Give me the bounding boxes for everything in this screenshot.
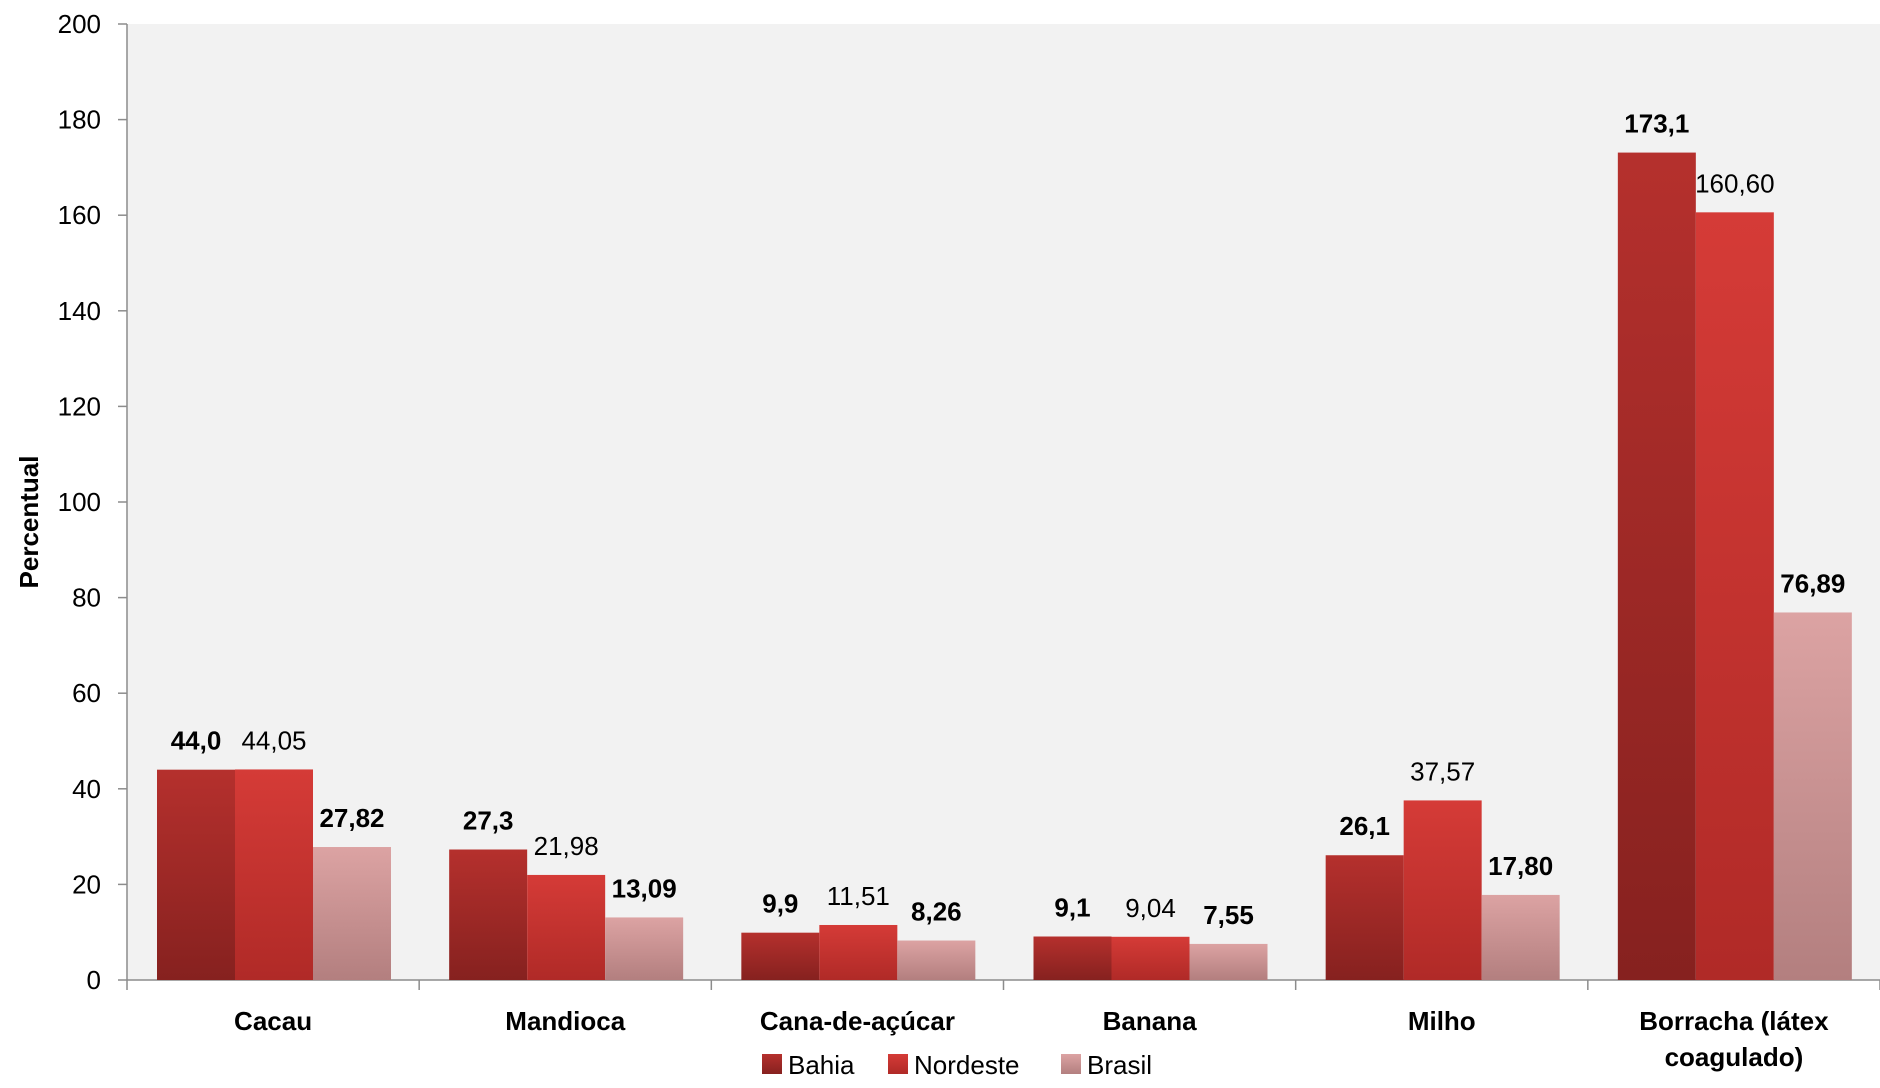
bar-brasil-0 <box>313 847 391 980</box>
legend-label: Brasil <box>1087 1050 1152 1080</box>
legend-swatch <box>888 1054 908 1074</box>
legend-label: Bahia <box>788 1050 855 1080</box>
data-label: 27,3 <box>463 806 514 836</box>
bar-bahia-0 <box>157 769 235 980</box>
data-label: 44,05 <box>241 725 306 755</box>
x-tick-label: Banana <box>1103 1006 1197 1036</box>
y-tick-label: 160 <box>58 200 101 230</box>
bar-nordeste-1 <box>527 874 606 980</box>
x-tick-label: Mandioca <box>505 1006 625 1036</box>
data-label: 173,1 <box>1624 109 1689 139</box>
y-tick-label: 0 <box>87 965 101 995</box>
y-tick-label: 200 <box>58 9 101 39</box>
bar-nordeste-4 <box>1403 800 1482 980</box>
bar-nordeste-2 <box>819 924 898 980</box>
x-tick-label: Cacau <box>234 1006 312 1036</box>
legend-label: Nordeste <box>914 1050 1020 1080</box>
data-label: 13,09 <box>612 873 677 903</box>
data-label: 9,04 <box>1125 893 1176 923</box>
legend: Bahia Nordeste Brasil <box>762 1050 1152 1080</box>
bar-bahia-5 <box>1617 152 1696 980</box>
data-label: 8,26 <box>911 897 962 927</box>
bar-nordeste-5 <box>1695 212 1774 980</box>
y-tick-label: 20 <box>72 869 101 899</box>
value-labels: 44,0 27,3 9,9 9,1 26,1 173,1 44,05 21,98 11,51 9,… <box>171 109 1846 930</box>
x-tick-label: Borracha (látex coagulado) <box>1639 1006 1829 1072</box>
data-label: 21,98 <box>534 831 599 861</box>
y-tick-label: 100 <box>58 487 101 517</box>
y-tick-label: 120 <box>58 391 101 421</box>
legend-swatch <box>1061 1054 1081 1074</box>
bar-brasil-5 <box>1773 612 1852 980</box>
data-label: 37,57 <box>1410 756 1475 786</box>
bar-brasil-4 <box>1481 894 1560 980</box>
y-axis-title: Percentual <box>14 456 44 589</box>
data-label: 17,80 <box>1488 851 1553 881</box>
bar-brasil-2 <box>897 940 976 980</box>
x-tick-label: Milho <box>1408 1006 1476 1036</box>
data-label: 44,0 <box>171 726 222 756</box>
x-tick-label: Cana-de-açúcar <box>760 1006 955 1036</box>
data-label: 7,55 <box>1203 900 1254 930</box>
bar-brasil-3 <box>1189 943 1268 980</box>
bars <box>157 152 1852 980</box>
y-tick-label: 140 <box>58 296 101 326</box>
bar-bahia-4 <box>1325 855 1404 980</box>
data-label: 11,51 <box>827 881 890 911</box>
plot-background <box>127 24 1880 980</box>
data-label: 26,1 <box>1339 811 1390 841</box>
data-label: 160,60 <box>1695 168 1775 198</box>
legend-swatch <box>762 1054 782 1074</box>
data-label: 27,82 <box>319 803 384 833</box>
y-tick-label: 80 <box>72 583 101 613</box>
y-tick-label: 60 <box>72 678 101 708</box>
x-axis: Cacau Mandioca Cana-de-açúcar Banana Milho Bo… <box>126 979 1880 1072</box>
data-label: 9,1 <box>1054 893 1090 923</box>
bar-bahia-2 <box>741 932 820 980</box>
bar-brasil-1 <box>605 917 684 980</box>
y-axis: 0 20 40 60 80 100 120 140 160 180 200 <box>58 9 128 995</box>
y-tick-label: 180 <box>58 105 101 135</box>
bar-bahia-3 <box>1033 936 1112 980</box>
y-tick-label: 40 <box>72 774 101 804</box>
bar-nordeste-3 <box>1111 936 1190 980</box>
data-label: 9,9 <box>762 889 798 919</box>
bar-bahia-1 <box>449 849 528 980</box>
bar-nordeste-0 <box>235 769 313 980</box>
data-label: 76,89 <box>1780 568 1845 598</box>
